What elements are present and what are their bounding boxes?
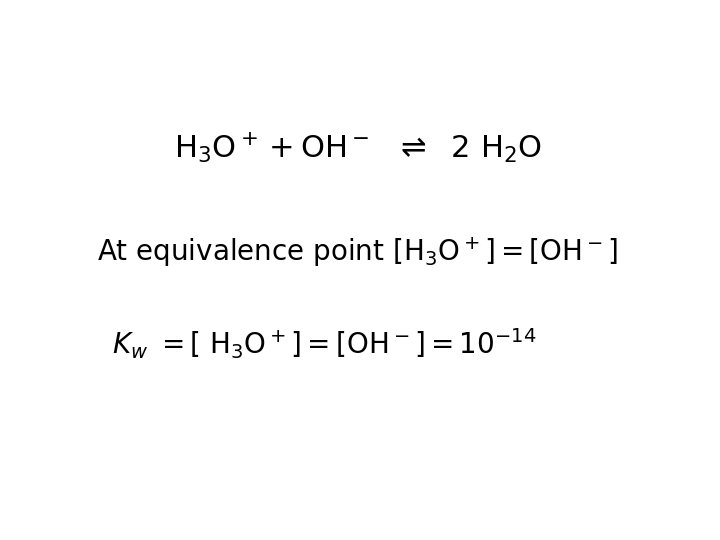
- Text: At equivalence point $\mathsf{[H_3O^+] = [OH^-]}$: At equivalence point $\mathsf{[H_3O^+] =…: [97, 235, 618, 269]
- Text: $\mathsf{H_3O^+ + OH^-}$  $\rightleftharpoons$  $\mathsf{2\ H_2O}$: $\mathsf{H_3O^+ + OH^-}$ $\rightleftharp…: [174, 131, 542, 165]
- Text: $\mathit{K_w}$ $\mathsf{= [\ H_3O^+] = [OH^-] = 10^{-14}}$: $\mathit{K_w}$ $\mathsf{= [\ H_3O^+] = […: [112, 326, 536, 361]
